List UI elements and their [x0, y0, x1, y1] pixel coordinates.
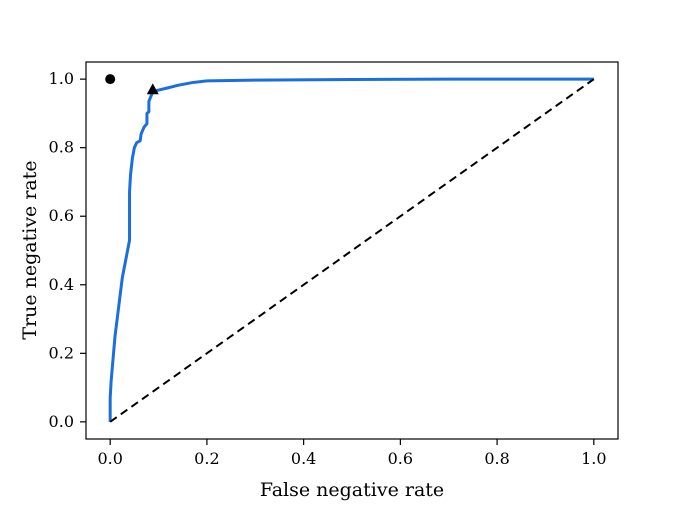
circle-marker — [105, 74, 116, 85]
diagonal-reference-line — [109, 78, 595, 423]
x-tick-label: 0.4 — [291, 449, 316, 468]
y-tick-label: 1.0 — [49, 69, 74, 88]
y-axis-ticks: 0.0 0.2 0.4 0.6 0.8 1.0 — [49, 69, 86, 431]
x-tick-label: 0.2 — [194, 449, 219, 468]
marker-layer — [105, 74, 159, 95]
x-tick-label: 1.0 — [581, 449, 606, 468]
x-tick-label: 0.6 — [388, 449, 413, 468]
x-axis-label: False negative rate — [260, 479, 444, 501]
y-axis-label: True negative rate — [19, 160, 41, 339]
series-layer — [108, 77, 595, 423]
y-tick-label: 0.8 — [49, 138, 74, 157]
plot-area — [85, 61, 619, 440]
x-axis-ticks: 0.0 0.2 0.4 0.6 0.8 1.0 — [97, 439, 607, 468]
y-tick-label: 0.6 — [49, 206, 74, 225]
y-tick-label: 0.0 — [49, 412, 74, 431]
triangle-marker — [146, 83, 159, 95]
x-tick-label: 0.8 — [484, 449, 509, 468]
roc-curve-line — [108, 77, 594, 422]
x-tick-label: 0.0 — [97, 449, 122, 468]
plot-frame — [85, 61, 619, 440]
y-tick-label: 0.4 — [49, 275, 74, 294]
y-tick-label: 0.2 — [49, 343, 74, 362]
